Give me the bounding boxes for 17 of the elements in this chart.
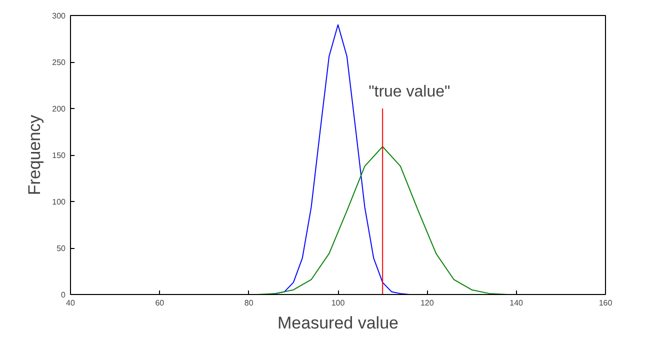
x-axis-title: Measured value	[278, 314, 398, 332]
y-tick-label: 100	[52, 198, 66, 206]
x-tick-label: 80	[244, 298, 254, 308]
x-tick-label: 100	[331, 298, 346, 308]
annotation: "true value"	[368, 84, 450, 100]
y-tick-label: 150	[52, 151, 66, 160]
x-tick-label: 160	[598, 298, 613, 308]
y-tick-label: 50	[56, 244, 66, 253]
y-tick-label: 250	[52, 58, 66, 67]
y-tick-label: 200	[52, 104, 66, 114]
y-tick-label: 0	[61, 290, 66, 300]
x-tick-label: 40	[66, 298, 76, 308]
x-tick-label: 140	[510, 298, 524, 308]
y-axis-title: Frequency	[25, 114, 44, 196]
y-tick-label: 300	[52, 12, 66, 20]
x-tick-label: 120	[420, 298, 434, 308]
x-tick-label: 60	[155, 298, 165, 308]
